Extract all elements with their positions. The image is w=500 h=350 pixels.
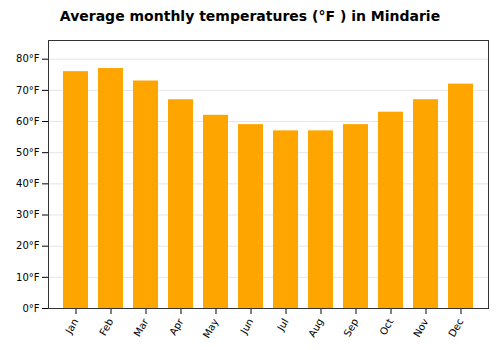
svg-text:30°F: 30°F [16, 209, 40, 220]
svg-text:Jun: Jun [238, 317, 256, 337]
svg-text:40°F: 40°F [16, 178, 40, 189]
svg-text:Sep: Sep [342, 317, 361, 339]
svg-text:20°F: 20°F [16, 240, 40, 251]
svg-text:10°F: 10°F [16, 272, 40, 283]
svg-text:Nov: Nov [411, 317, 430, 339]
html-text:Average monthly temperatures (: Average monthly temperatures (°F ) in Mi… [59, 8, 441, 24]
svg-text:May: May [201, 317, 221, 340]
svg-text:50°F: 50°F [16, 147, 40, 158]
svg-text:Jan: Jan [63, 317, 81, 337]
svg-text:60°F: 60°F [16, 116, 40, 127]
svg-text:80°F: 80°F [16, 53, 40, 64]
svg-text:0°F: 0°F [22, 303, 39, 314]
svg-text:70°F: 70°F [16, 85, 40, 96]
svg-text:Aug: Aug [306, 317, 325, 339]
svg-text:Jul: Jul [274, 317, 290, 334]
svg-text:Mar: Mar [132, 316, 151, 339]
svg-text:Feb: Feb [97, 317, 115, 338]
svg-text:Apr: Apr [167, 316, 186, 337]
svg-text:Dec: Dec [446, 317, 465, 339]
svg-text:Oct: Oct [377, 317, 395, 338]
